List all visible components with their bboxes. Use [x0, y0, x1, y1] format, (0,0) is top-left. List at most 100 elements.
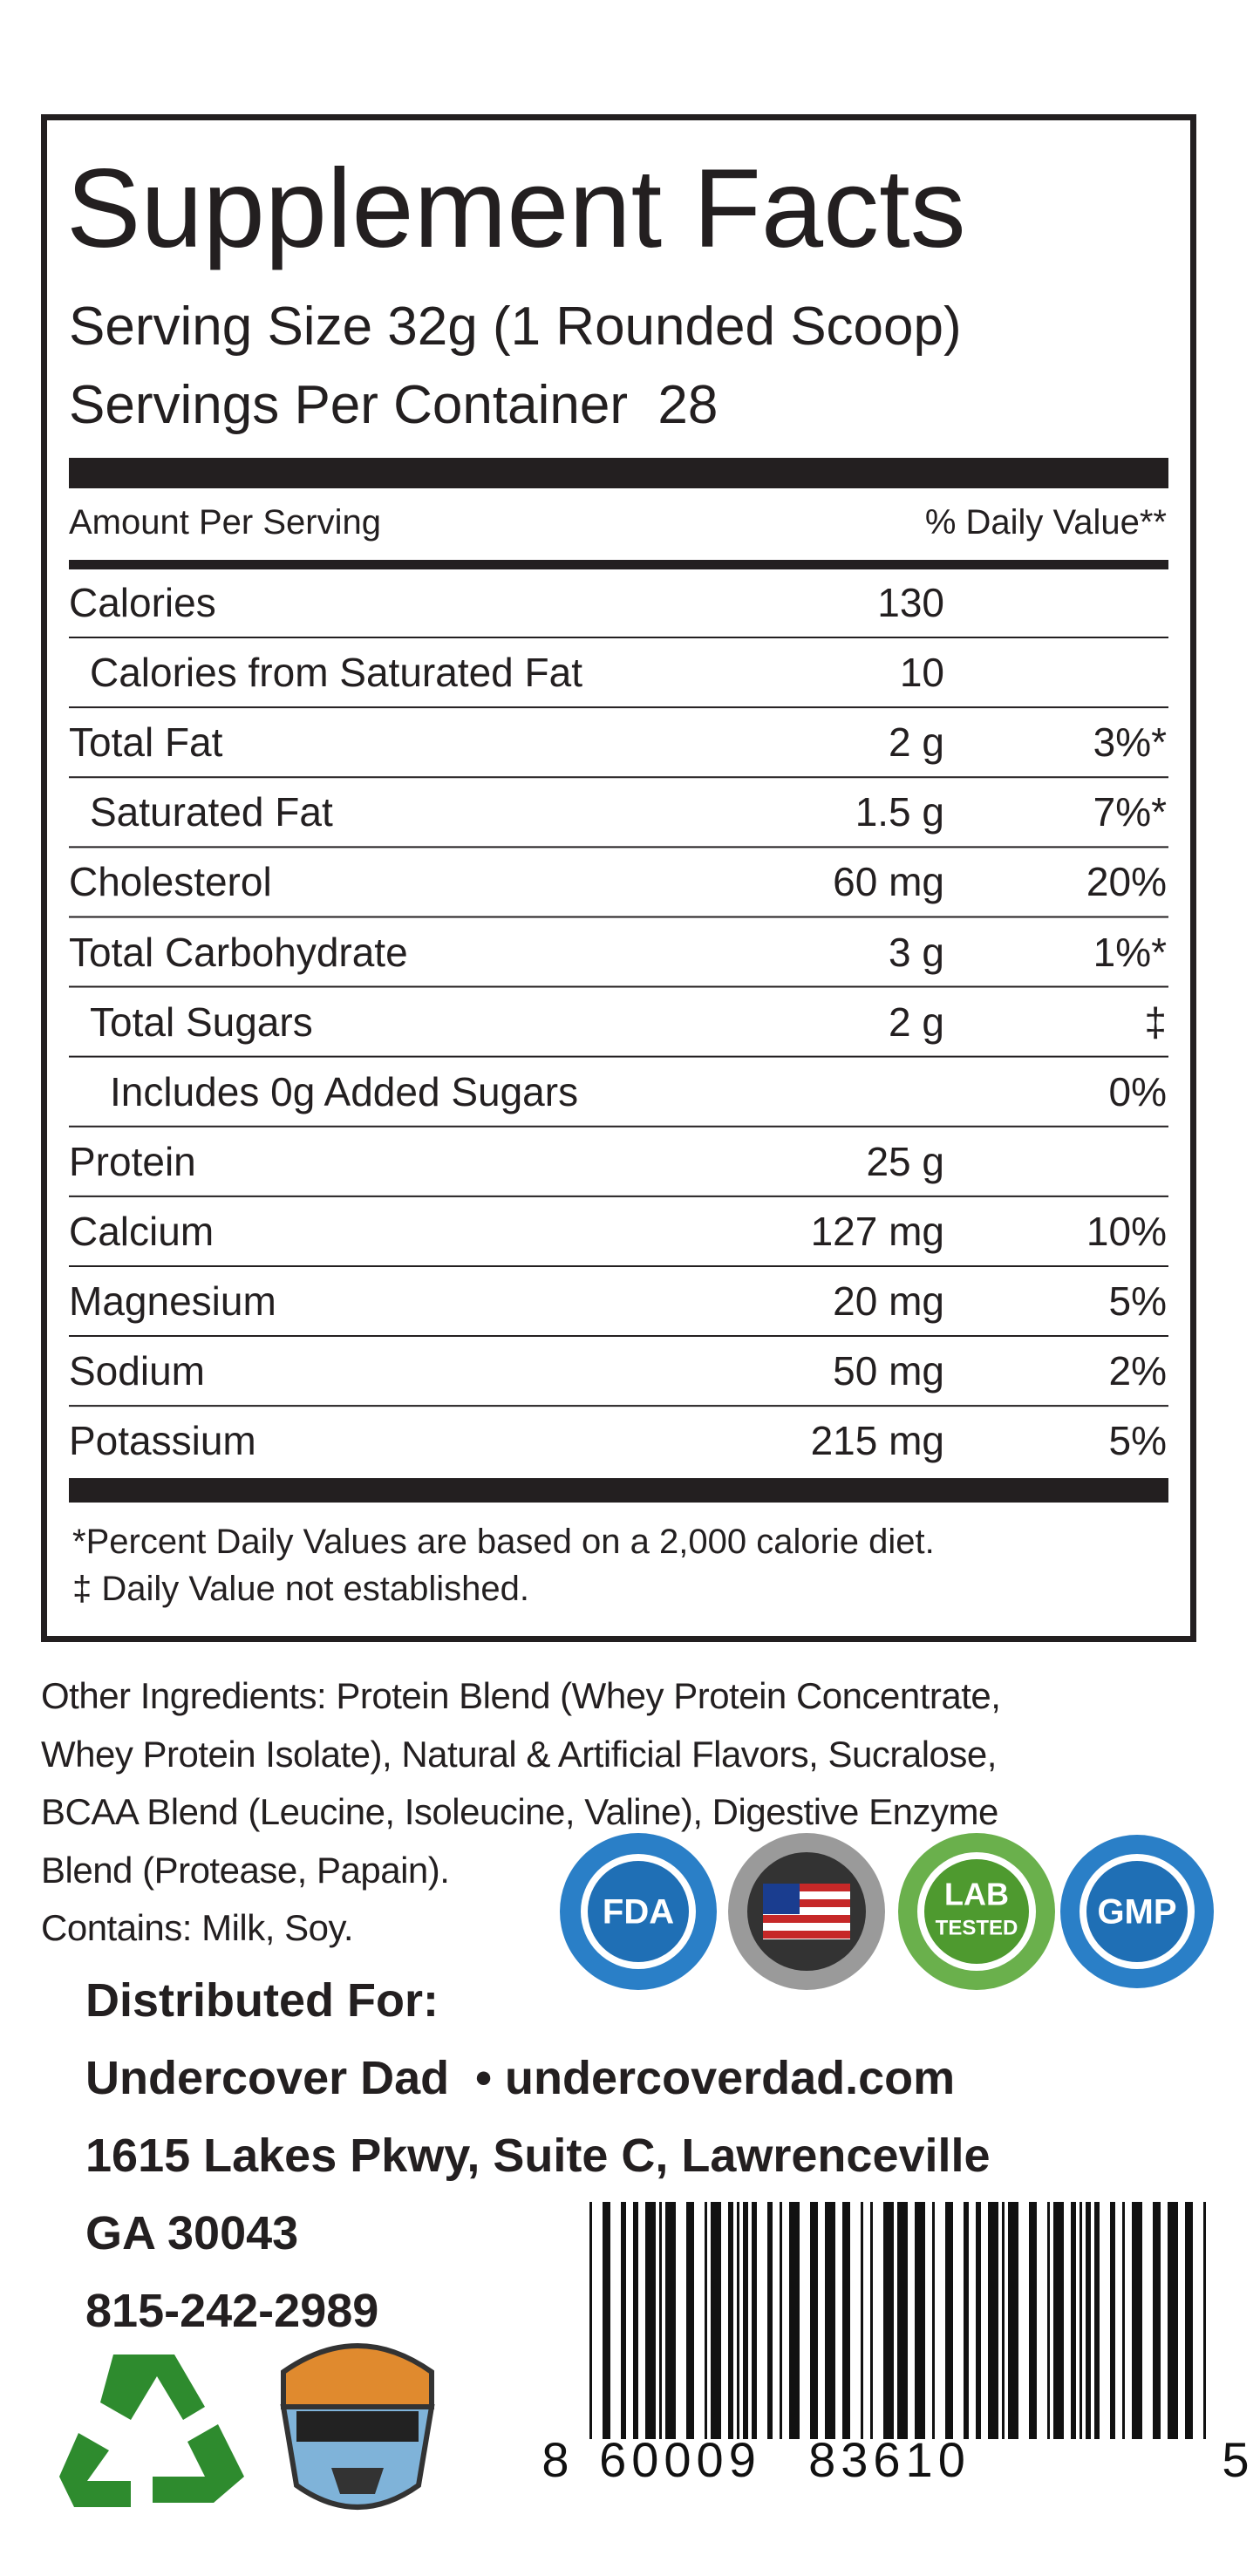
serving-size: Serving Size 32g (1 Rounded Scoop)	[69, 296, 962, 357]
barcode-bar	[767, 2202, 773, 2439]
barcode-bar	[789, 2202, 800, 2439]
badge-gmp	[1060, 1835, 1214, 1988]
barcode-bar	[1110, 2202, 1115, 2439]
barcode-bar	[603, 2202, 610, 2439]
ingredients-line: Contains: Milk, Soy.	[41, 1907, 354, 1948]
mascot-icon	[280, 2343, 435, 2510]
footnote: *Percent Daily Values are based on a 2,0…	[72, 1523, 935, 1561]
ingredients-line: BCAA Blend (Leucine, Isoleucine, Valine)…	[41, 1791, 998, 1832]
recycle-icon	[59, 2355, 244, 2507]
barcode-bar	[728, 2202, 733, 2439]
barcode-bar	[645, 2202, 656, 2439]
nutrient-amount: 3 g	[889, 929, 944, 975]
barcode-bar	[964, 2202, 969, 2439]
nutrient-amount: 10	[899, 650, 944, 696]
nutrient-label: Total Carbohydrate	[69, 929, 408, 975]
thick-bar	[69, 560, 1168, 569]
nutrient-label: Sodium	[69, 1348, 205, 1394]
nutrient-dv: 7%*	[1093, 789, 1167, 835]
barcode-bar	[705, 2202, 707, 2439]
nutrient-label: Potassium	[69, 1418, 256, 1464]
nutrient-amount: 127 mg	[810, 1208, 944, 1254]
ingredients-line: Blend (Protease, Papain).	[41, 1849, 450, 1891]
ingredients-line: Whey Protein Isolate), Natural & Artific…	[41, 1733, 997, 1775]
nutrient-amount: 50 mg	[833, 1348, 944, 1394]
barcode-bar	[633, 2202, 638, 2439]
nutrient-dv: 5%	[1108, 1418, 1167, 1464]
barcode-bar	[1132, 2202, 1142, 2439]
distributor-line: Distributed For:	[85, 1974, 439, 2027]
barcode-bar	[665, 2202, 676, 2439]
barcode-bar	[1002, 2202, 1005, 2439]
barcode-bar	[861, 2202, 863, 2439]
footnote: ‡ Daily Value not established.	[72, 1570, 530, 1608]
badge-label: GMP	[1097, 1893, 1176, 1932]
nutrient-dv: 5%	[1108, 1278, 1167, 1324]
badge-usa	[728, 1833, 885, 1990]
nutrient-dv: ‡	[1144, 998, 1167, 1045]
nutrient-label: Calories from Saturated Fat	[90, 650, 583, 696]
facts-panel	[41, 114, 1196, 1642]
barcode-bar	[621, 2202, 626, 2439]
barcode-bar	[1168, 2202, 1178, 2439]
barcode	[589, 2202, 1206, 2439]
nutrient-label: Calories	[69, 580, 216, 625]
ingredients-line: Other Ingredients: Protein Blend (Whey P…	[41, 1675, 1001, 1716]
barcode-bar	[842, 2202, 850, 2439]
nutrient-label: Cholesterol	[69, 859, 272, 905]
barcode-bar	[686, 2202, 694, 2439]
barcode-bar	[870, 2202, 873, 2439]
nutrient-amount: 2 g	[889, 998, 944, 1045]
nutrient-amount: 130	[877, 580, 944, 625]
barcode-bar	[976, 2202, 981, 2439]
badge-label: TESTED	[936, 1916, 1018, 1939]
barcode-bar	[1122, 2202, 1125, 2439]
nutrient-label: Total Sugars	[90, 998, 313, 1045]
distributor-line: 815-242-2989	[85, 2285, 379, 2337]
barcode-bar	[589, 2202, 592, 2439]
barcode-bar	[1203, 2202, 1206, 2439]
barcode-bar	[752, 2202, 757, 2439]
nutrient-dv: 1%*	[1093, 929, 1167, 975]
badge-fda	[560, 1833, 717, 1990]
barcode-bar	[810, 2202, 818, 2439]
badge-label: FDA	[603, 1893, 674, 1932]
nutrient-amount: 1.5 g	[855, 789, 944, 835]
nutrient-amount: 2 g	[889, 719, 944, 766]
barcode-bar	[932, 2202, 935, 2439]
barcode-digits: 8	[541, 2432, 574, 2487]
nutrient-label: Saturated Fat	[90, 789, 333, 835]
barcode-bar	[883, 2202, 894, 2439]
badge-lab	[898, 1833, 1055, 1990]
nutrient-dv: 20%	[1086, 859, 1167, 905]
nutrient-label: Total Fat	[69, 719, 223, 766]
barcode-bar	[1008, 2202, 1018, 2439]
barcode-bar	[1029, 2202, 1037, 2439]
barcode-bar	[1071, 2202, 1076, 2439]
badge-label: LAB	[944, 1877, 1009, 1912]
nutrient-label: Magnesium	[69, 1278, 276, 1324]
nutrient-dv: 2%	[1108, 1348, 1167, 1394]
distributor-line: Undercover Dad • undercoverdad.com	[85, 2052, 956, 2104]
distributor-line: GA 30043	[85, 2207, 299, 2259]
barcode-digits: 5	[1222, 2432, 1254, 2487]
column-header: Amount Per Serving	[69, 503, 381, 542]
barcode-bar	[743, 2202, 748, 2439]
nutrient-amount: 60 mg	[833, 859, 944, 905]
servings-per-container: Servings Per Container 28	[69, 375, 719, 435]
barcode-bar	[897, 2202, 908, 2439]
barcode-bar	[659, 2202, 662, 2439]
nutrient-amount: 215 mg	[810, 1418, 944, 1464]
barcode-bar	[988, 2202, 998, 2439]
barcode-digits: 60009	[599, 2432, 761, 2487]
thick-bar	[69, 458, 1168, 488]
nutrient-label: Calcium	[69, 1208, 215, 1254]
barcode-bar	[711, 2202, 721, 2439]
thick-bar	[69, 1478, 1168, 1503]
barcode-bar	[945, 2202, 953, 2439]
barcode-bar	[1086, 2202, 1091, 2439]
nutrient-dv: 0%	[1108, 1068, 1167, 1114]
barcode-bar	[1053, 2202, 1064, 2439]
nutrient-label: Includes 0g Added Sugars	[110, 1068, 579, 1114]
